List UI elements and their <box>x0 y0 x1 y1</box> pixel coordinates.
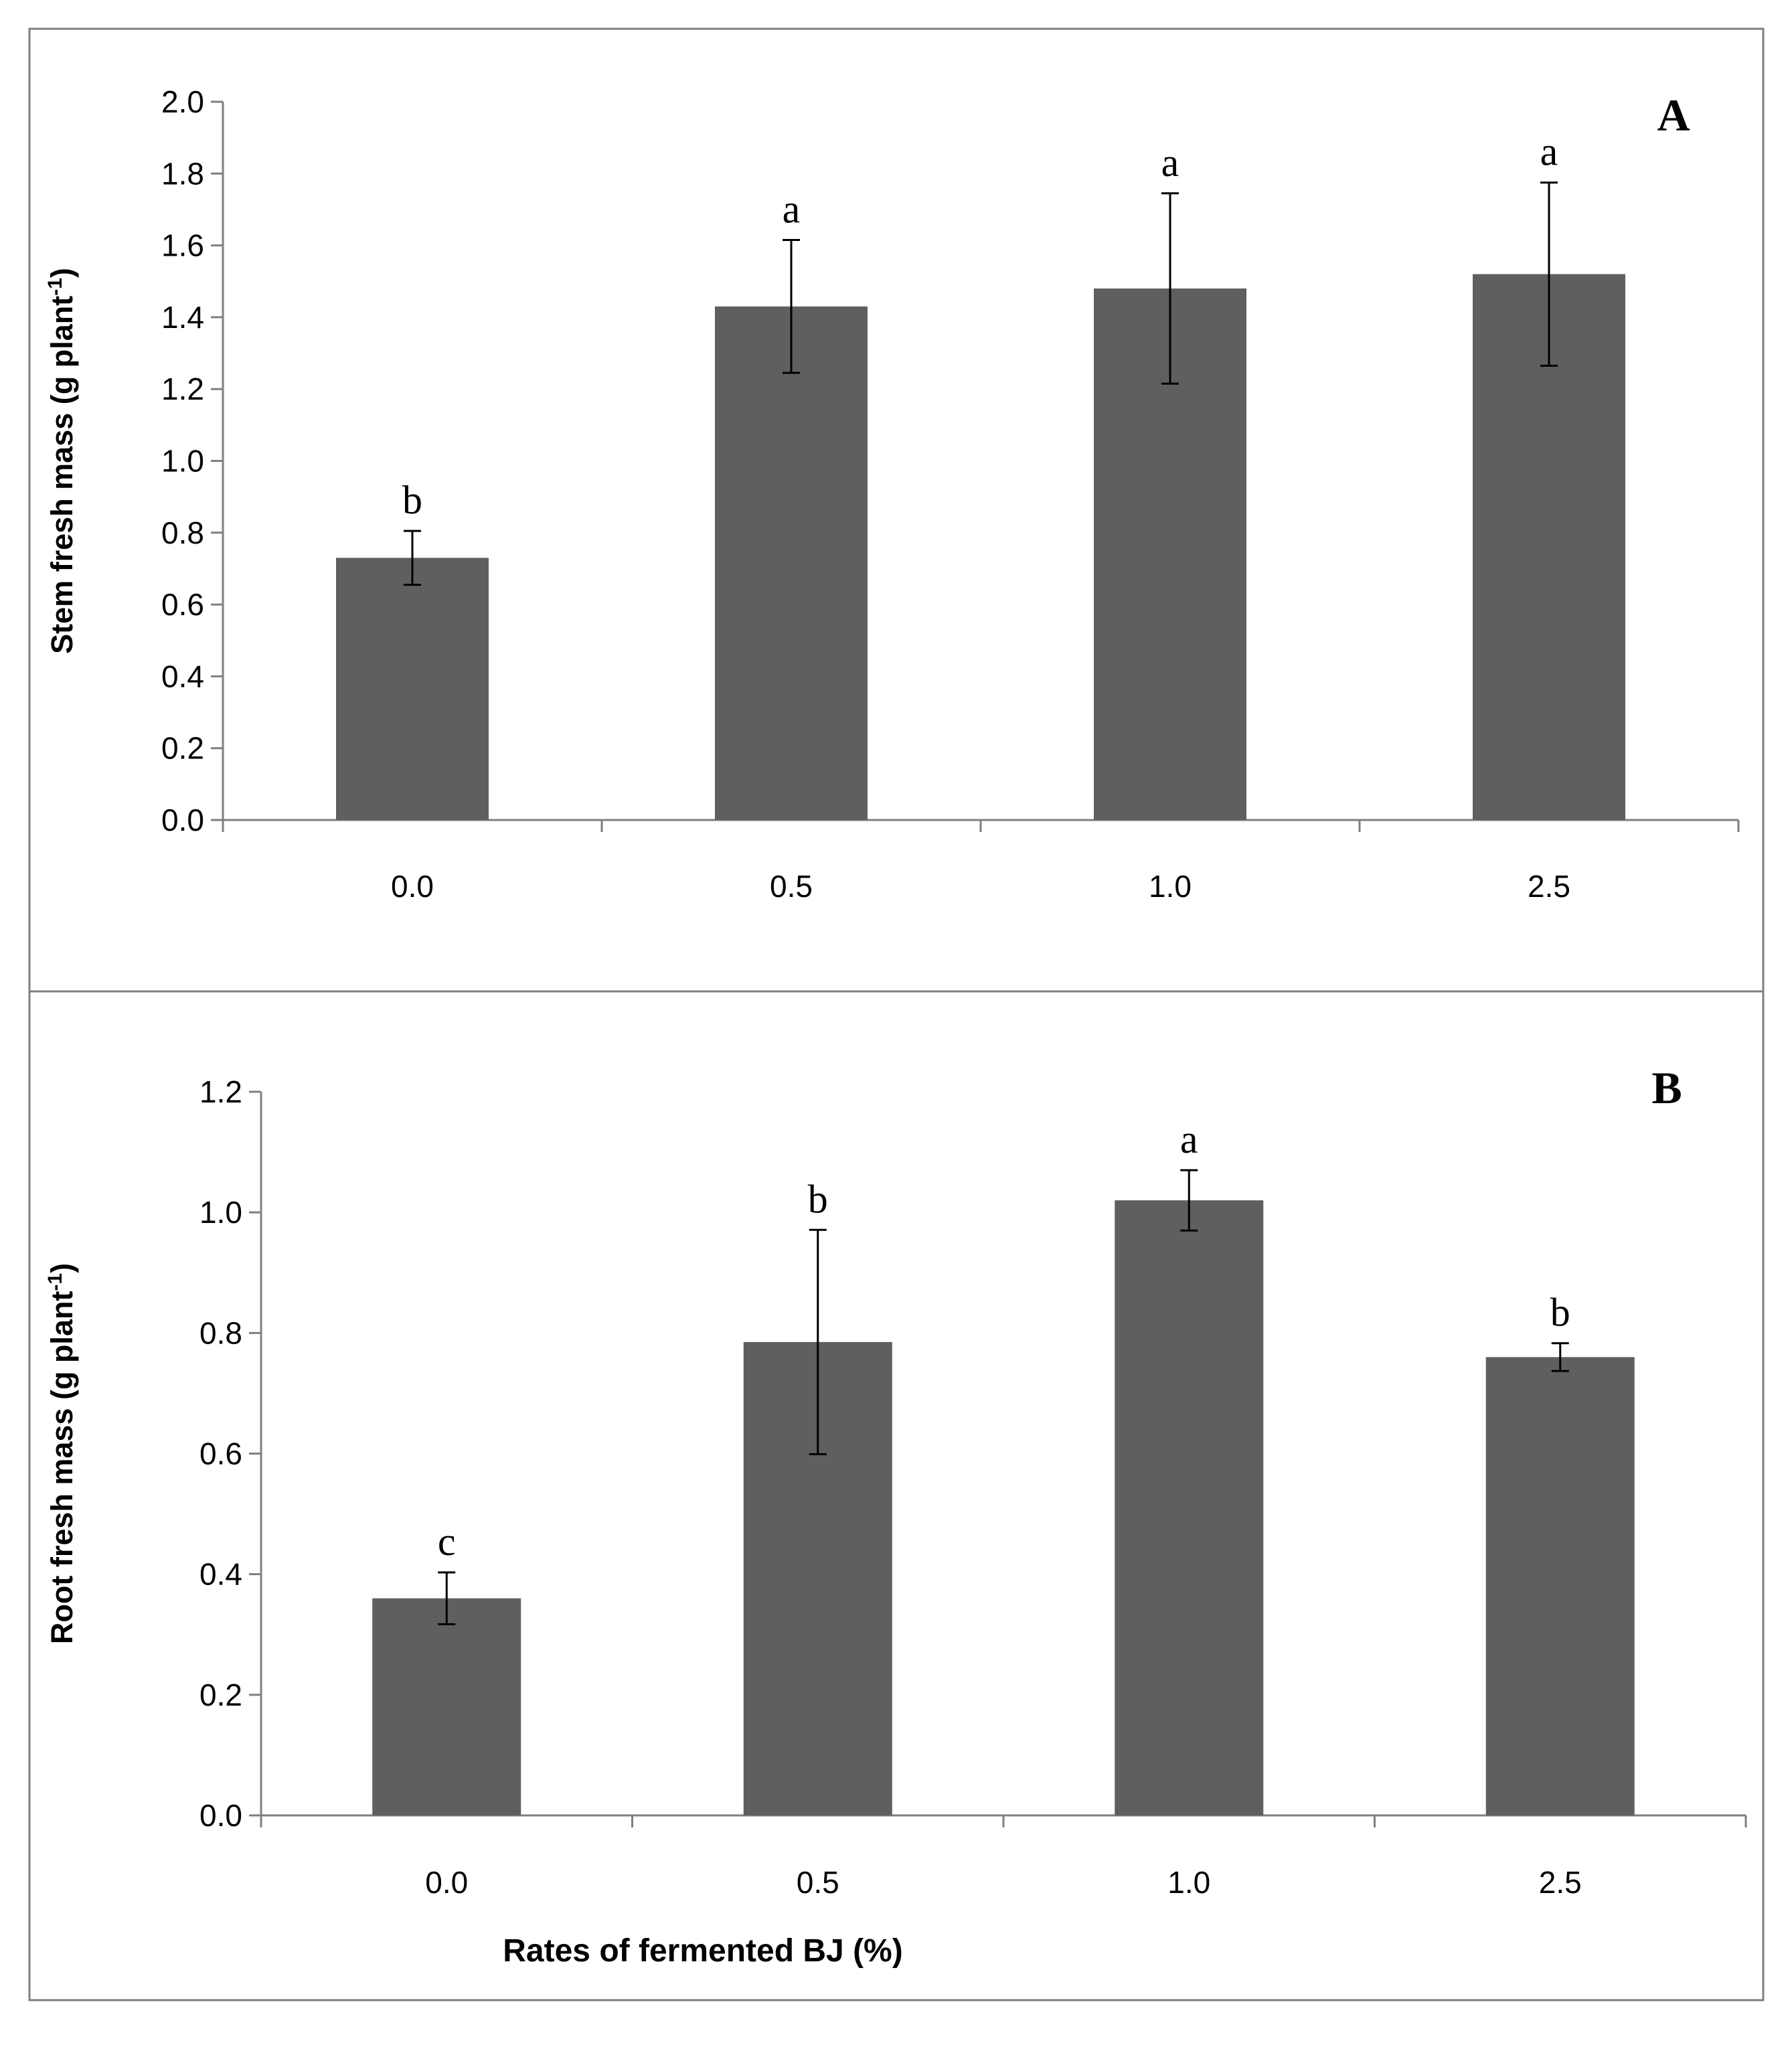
panel-b-y-tick-label: 1.0 <box>199 1195 242 1230</box>
panel-b-x-axis-title: Rates of fermented BJ (%) <box>503 1933 902 1969</box>
panel-b-panel-letter: B <box>1651 1062 1682 1113</box>
panel-b-bar-2.5 <box>1485 1357 1635 1815</box>
panel-a-y-tick-label: 1.2 <box>161 372 204 406</box>
panel-a-y-axis-title: Stem fresh mass (g plant-1) <box>44 268 79 654</box>
panel-a-significance-letter: b <box>402 478 422 522</box>
panel-b-significance-letter: c <box>438 1520 456 1564</box>
panel-a-significance-letter: a <box>783 187 801 232</box>
panel-b-y-axis-title: Root fresh mass (g plant-1) <box>44 1263 79 1644</box>
panel-b-y-tick-label: 0.2 <box>199 1678 242 1712</box>
panel-b-x-tick-label: 0.0 <box>425 1865 468 1900</box>
panel-a-x-tick-label: 1.0 <box>1149 869 1192 904</box>
panel-a-bar-0.0 <box>336 558 489 820</box>
panel-b-x-tick-label: 1.0 <box>1167 1865 1210 1900</box>
panel-b-significance-letter: b <box>1550 1291 1570 1335</box>
panel-b-chart: 0.0 0.2 0.4 0.6 0.8 1.0 1.2 c 0.0 b 0.5 a 1.0 b 2.5 Roo… <box>44 1062 1747 1969</box>
panel-b-y-tick-label: 0.8 <box>199 1315 242 1350</box>
panel-a-y-tick-label: 1.8 <box>161 156 204 191</box>
panel-b-significance-letter: a <box>1180 1117 1198 1161</box>
panel-a-y-tick-label: 0.8 <box>161 515 204 550</box>
panel-a-chart: 0.0 0.2 0.4 0.6 0.8 1.0 1.2 1.4 1.6 1.8 2.0 b 0.0 a 0.… <box>44 84 1740 904</box>
panel-a-significance-letter: a <box>1161 141 1179 185</box>
panel-b-x-tick-label: 0.5 <box>797 1865 839 1900</box>
panel-b-frame <box>28 990 1765 2001</box>
panel-b-bar-0.0 <box>372 1598 521 1815</box>
panel-a-significance-letter: a <box>1540 130 1558 174</box>
panel-b-x-tick-label: 2.5 <box>1539 1865 1582 1900</box>
panel-b-y-tick-label: 0.4 <box>199 1557 242 1592</box>
panel-a-y-tick-label: 1.4 <box>161 300 204 335</box>
panel-b-y-tick-label: 1.2 <box>199 1074 242 1109</box>
panel-b-bar-1.0 <box>1115 1200 1264 1815</box>
panel-b-y-tick-label: 0.0 <box>199 1798 242 1833</box>
panel-a-y-tick-label: 1.0 <box>161 444 204 479</box>
panel-a-x-tick-label: 0.0 <box>391 869 434 904</box>
panel-a-y-tick-label: 2.0 <box>161 84 204 119</box>
panel-a-y-tick-label: 1.6 <box>161 228 204 263</box>
panel-a-panel-letter: A <box>1657 90 1690 141</box>
panel-a-y-tick-label: 0.0 <box>161 803 204 837</box>
panel-a-y-tick-label: 0.4 <box>161 659 204 693</box>
panel-a-x-tick-label: 2.5 <box>1528 869 1570 904</box>
panel-a-bar-0.5 <box>715 306 868 820</box>
panel-a-y-tick-label: 0.2 <box>161 731 204 766</box>
panel-a-y-tick-label: 0.6 <box>161 587 204 622</box>
panel-a-x-tick-label: 0.5 <box>770 869 813 904</box>
panel-b-significance-letter: b <box>808 1177 828 1221</box>
panel-b-y-tick-label: 0.6 <box>199 1437 242 1471</box>
